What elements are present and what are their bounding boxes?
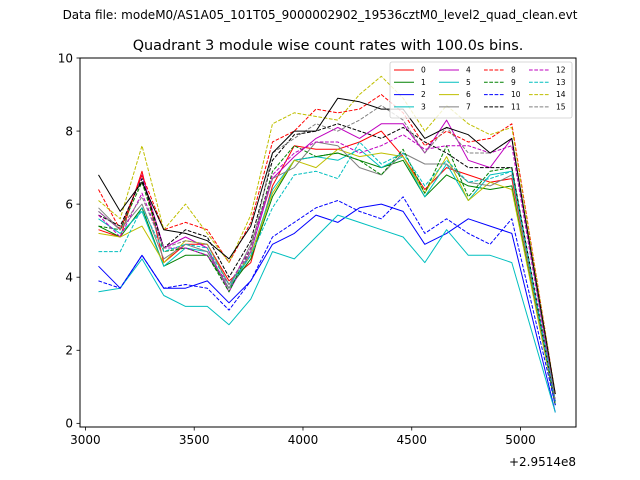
x-tick-label: 3000	[70, 433, 101, 447]
series-line-6	[98, 148, 556, 406]
x-tick-label: 3500	[179, 433, 210, 447]
series-line-0	[98, 130, 556, 402]
series-line-8	[98, 94, 556, 395]
y-axis: 0 2 4 6 8 10	[58, 51, 80, 431]
series-line-10	[98, 196, 556, 406]
series-line-total	[98, 97, 556, 395]
chart-title: Quadrant 3 module wise count rates with …	[133, 38, 524, 54]
x-tick-label: 4500	[396, 433, 427, 447]
series-line-9	[98, 145, 556, 406]
series-line-12	[98, 134, 556, 402]
legend-label-13: 13	[556, 78, 566, 87]
legend-label-10: 10	[511, 90, 521, 99]
axes-frame	[79, 57, 577, 428]
legend-label-8: 8	[511, 66, 516, 75]
y-tick-label: 2	[65, 344, 73, 358]
y-tick-label: 10	[58, 51, 73, 65]
series-line-4	[98, 119, 556, 402]
legend-label-14: 14	[556, 90, 566, 99]
series-line-2	[98, 203, 556, 413]
legend-label-12: 12	[556, 66, 566, 75]
y-tick-label: 4	[65, 271, 73, 285]
series-line-13	[98, 141, 556, 402]
legend-label-15: 15	[556, 102, 566, 111]
legend-label-6: 6	[466, 90, 471, 99]
legend-label-1: 1	[421, 78, 426, 87]
legend-label-2: 2	[421, 90, 426, 99]
legend-label-11: 11	[511, 102, 521, 111]
y-tick-label: 6	[65, 197, 73, 211]
y-tick-label: 8	[65, 124, 73, 138]
legend-label-4: 4	[466, 66, 471, 75]
series-line-3	[98, 214, 556, 413]
series-layer	[98, 75, 556, 413]
x-axis-offset-label: +2.9514e8	[509, 455, 576, 469]
series-line-11	[98, 123, 556, 402]
legend-box	[389, 61, 573, 119]
x-tick-label: 5000	[505, 433, 536, 447]
legend-label-7: 7	[466, 102, 471, 111]
series-line-1	[98, 152, 556, 406]
y-tick-label: 0	[65, 417, 73, 431]
legend-label-3: 3	[421, 102, 426, 111]
x-axis: 3000 3500 4000 4500 5000	[70, 427, 536, 447]
legend-label-0: 0	[421, 66, 426, 75]
series-line-14	[98, 75, 556, 395]
series-line-5	[98, 148, 556, 406]
x-tick-label: 4000	[288, 433, 319, 447]
chart-suptitle: Data file: modeM0/AS1A05_101T05_90000029…	[63, 8, 578, 22]
series-line-15	[98, 105, 556, 402]
legend-label-9: 9	[511, 78, 516, 87]
legend-label-5: 5	[466, 78, 471, 87]
